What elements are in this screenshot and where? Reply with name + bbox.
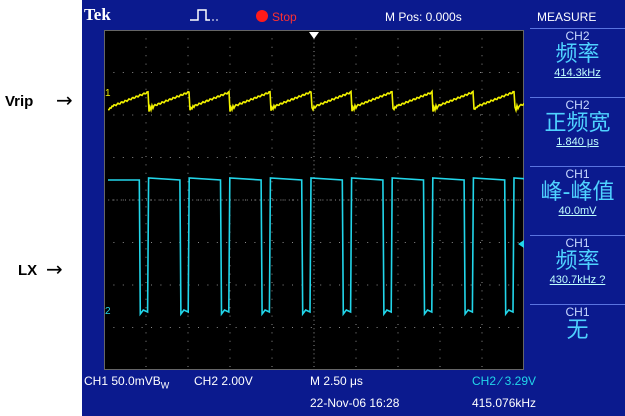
measure-slot-2[interactable]: CH2 正频宽 1.840 μs (530, 97, 625, 164)
outer-annotations: Vrip → LX → (0, 0, 100, 416)
measure-type: 正频宽 (544, 111, 611, 136)
measure-type: 无 (566, 318, 589, 343)
measure-slot-1[interactable]: CH2 频率 414.3kHz (530, 28, 625, 95)
vrip-label: Vrip (5, 93, 34, 110)
lx-arrow-icon: → (46, 257, 63, 281)
measure-type: 峰-峰值 (540, 180, 615, 205)
lx-label: LX (18, 262, 38, 279)
main-position-readout: M Pos: 0.000s (385, 10, 462, 24)
trigger-position-marker (309, 32, 319, 39)
ch1-waveform (107, 89, 524, 114)
trigger-level-marker (518, 240, 524, 248)
ch1-scale-readout: CH1 50.0mVBW (84, 374, 170, 391)
vrip-arrow-icon: → (56, 88, 73, 112)
graticule (104, 30, 524, 370)
trigger-frequency-readout: 415.076kHz (472, 396, 537, 410)
measure-value: 1.840 μs (556, 136, 599, 148)
measure-value: 40.0mV (558, 205, 597, 217)
ch2-waveform (108, 177, 524, 317)
acquisition-mode-icon (190, 9, 218, 21)
waveform-display: 1 2 (104, 30, 524, 370)
measure-panel: CH2 频率 414.3kHz CH2 正频宽 1.840 μs CH1 峰-峰… (530, 28, 625, 373)
measure-channel: CH2 (565, 29, 590, 43)
status-bar: Tek Stop M Pos: 0.000s MEASURE (82, 0, 625, 30)
measure-type: 频率 (555, 42, 600, 67)
ch1-marker: 1 (105, 88, 111, 99)
bw-limit-icon: W (160, 380, 170, 391)
settings-bar: CH1 50.0mVBW CH2 2.00V M 2.50 μs CH2 ∕ 3… (82, 370, 625, 416)
measure-slot-5[interactable]: CH1 无 (530, 304, 625, 371)
brand-logo: Tek (84, 5, 111, 24)
stop-indicator-icon (256, 10, 268, 22)
measure-type: 频率 (555, 249, 600, 274)
measure-channel: CH1 (565, 167, 590, 181)
measure-channel: CH1 (565, 305, 590, 319)
date-readout: 22-Nov-06 16:28 (310, 396, 400, 410)
measure-slot-4[interactable]: CH1 频率 430.7kHz ? (530, 235, 625, 302)
measure-value: 414.3kHz (554, 67, 601, 79)
run-state-label: Stop (272, 10, 297, 24)
trigger-readout: CH2 ∕ 3.29V (472, 374, 537, 388)
timebase-readout: M 2.50 μs (310, 374, 363, 388)
ch2-scale-readout: CH2 2.00V (194, 374, 253, 388)
measure-channel: CH2 (565, 98, 590, 112)
measure-channel: CH1 (565, 236, 590, 250)
measure-value: 430.7kHz ? (549, 274, 606, 286)
oscilloscope-screen: Tek Stop M Pos: 0.000s MEASURE 1 2 CH2 频… (82, 0, 625, 416)
measure-menu-title: MEASURE (537, 10, 597, 24)
measure-slot-3[interactable]: CH1 峰-峰值 40.0mV (530, 166, 625, 233)
ch2-marker: 2 (105, 306, 111, 317)
graticule-border (104, 30, 524, 370)
